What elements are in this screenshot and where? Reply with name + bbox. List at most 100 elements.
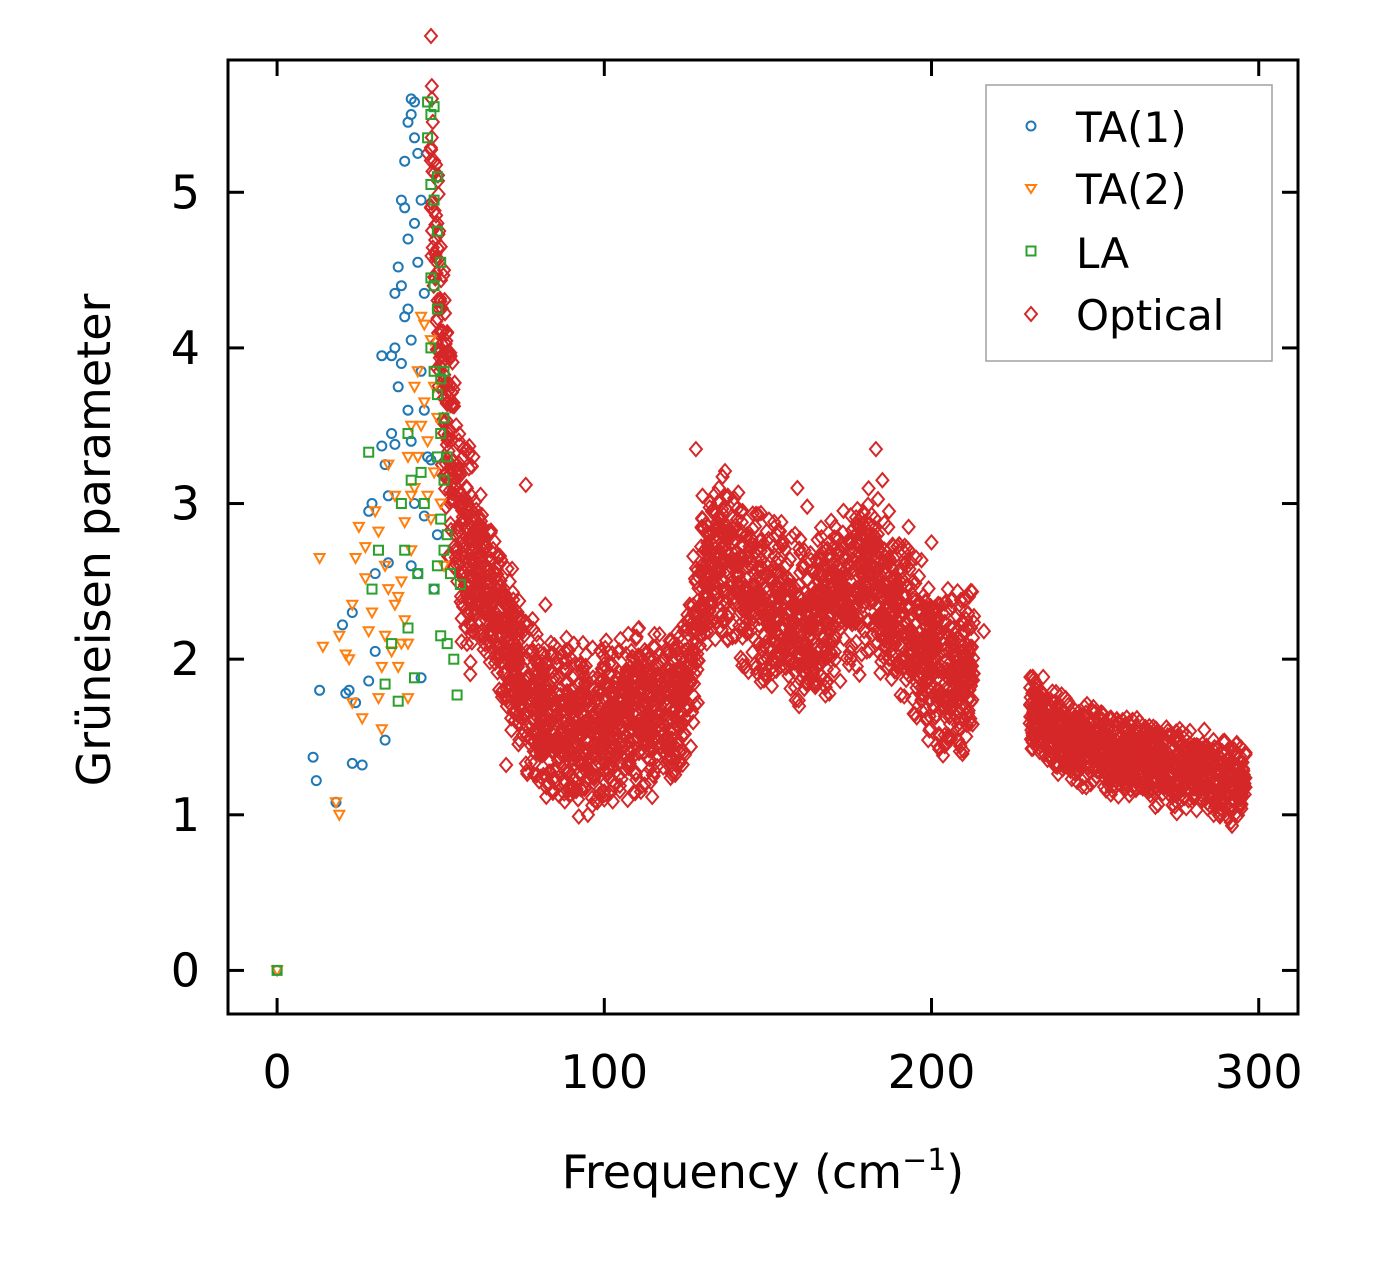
optical-point xyxy=(571,720,586,738)
ta2-point xyxy=(362,626,376,639)
optical-point xyxy=(901,600,916,619)
optical-point xyxy=(788,691,804,709)
optical-point xyxy=(464,457,480,475)
optical-point xyxy=(549,648,564,667)
optical-point xyxy=(798,651,814,670)
optical-point xyxy=(649,677,664,695)
optical-point xyxy=(424,77,440,95)
optical-point xyxy=(1234,786,1250,804)
optical-point xyxy=(557,642,573,660)
optical-point xyxy=(935,692,951,710)
optical-point xyxy=(882,551,898,569)
optical-point xyxy=(844,534,860,552)
optical-point xyxy=(424,194,440,212)
optical-point xyxy=(935,629,951,647)
optical-point xyxy=(597,639,613,657)
optical-point xyxy=(704,594,720,612)
optical-point xyxy=(839,649,855,667)
ta1-point xyxy=(415,194,427,206)
optical-point xyxy=(620,791,636,809)
optical-point xyxy=(675,714,691,732)
ta2-point xyxy=(381,584,395,597)
optical-point xyxy=(868,610,884,628)
optical-point xyxy=(473,572,488,591)
ta1-point xyxy=(409,96,420,108)
optical-point xyxy=(1233,774,1249,792)
optical-point xyxy=(433,271,449,289)
optical-point xyxy=(751,609,767,627)
optical-point xyxy=(441,442,456,460)
optical-point xyxy=(459,635,475,653)
optical-point xyxy=(446,394,461,412)
optical-point xyxy=(482,633,498,652)
optical-point xyxy=(893,573,908,591)
la-point xyxy=(448,653,460,665)
optical-point xyxy=(799,673,814,691)
optical-point xyxy=(581,732,596,750)
optical-point xyxy=(460,559,476,578)
optical-point xyxy=(782,657,798,675)
optical-point xyxy=(770,609,786,627)
optical-point xyxy=(1049,698,1065,716)
optical-point xyxy=(598,632,614,650)
optical-point xyxy=(562,690,578,708)
optical-point xyxy=(589,710,605,728)
optical-point xyxy=(561,747,576,765)
optical-point xyxy=(895,602,910,620)
optical-point xyxy=(544,644,559,662)
optical-point xyxy=(647,625,662,643)
optical-point xyxy=(1114,728,1129,746)
y-tick-label: 3 xyxy=(171,477,200,531)
legend-label-ta1: TA(1) xyxy=(1075,103,1187,152)
optical-point xyxy=(687,602,703,620)
ta2-point xyxy=(414,311,428,324)
optical-point xyxy=(906,705,922,723)
optical-point xyxy=(896,687,912,705)
optical-point xyxy=(753,602,769,620)
optical-point xyxy=(830,568,845,586)
ta2-point xyxy=(355,713,369,726)
optical-point xyxy=(463,653,478,671)
ta1-point xyxy=(356,759,368,771)
optical-point xyxy=(949,681,965,699)
optical-point xyxy=(630,647,646,665)
optical-point xyxy=(493,551,509,569)
legend-marker-la xyxy=(1025,245,1037,257)
optical-point xyxy=(616,674,632,692)
la-point xyxy=(409,672,420,684)
optical-point xyxy=(510,676,526,694)
optical-point xyxy=(485,540,501,558)
optical-point xyxy=(559,675,574,693)
ta2-point xyxy=(394,638,409,651)
optical-point xyxy=(879,595,894,613)
optical-point xyxy=(821,647,837,665)
optical-point xyxy=(668,672,684,690)
optical-point xyxy=(829,557,845,575)
optical-point xyxy=(768,599,784,617)
optical-point xyxy=(450,467,466,485)
optical-point xyxy=(500,670,515,688)
la-point xyxy=(412,568,424,580)
optical-point xyxy=(557,692,573,710)
ta2-point xyxy=(394,576,409,589)
ta2-point xyxy=(375,724,389,737)
optical-point xyxy=(629,715,645,733)
optical-point xyxy=(857,630,873,648)
optical-point xyxy=(907,639,922,657)
optical-point xyxy=(881,502,897,520)
optical-point xyxy=(443,347,458,365)
optical-point xyxy=(814,543,830,561)
optical-point xyxy=(715,468,730,486)
optical-point xyxy=(957,621,972,640)
optical-point xyxy=(735,628,750,647)
optical-point xyxy=(695,487,710,505)
optical-point xyxy=(1129,709,1145,727)
optical-point xyxy=(1029,695,1045,713)
optical-point xyxy=(770,526,785,544)
optical-point xyxy=(960,618,975,636)
optical-point xyxy=(1227,772,1242,791)
optical-point xyxy=(857,593,873,611)
optical-point xyxy=(1115,711,1131,729)
ta2-point xyxy=(358,573,373,586)
la-point xyxy=(373,544,384,556)
